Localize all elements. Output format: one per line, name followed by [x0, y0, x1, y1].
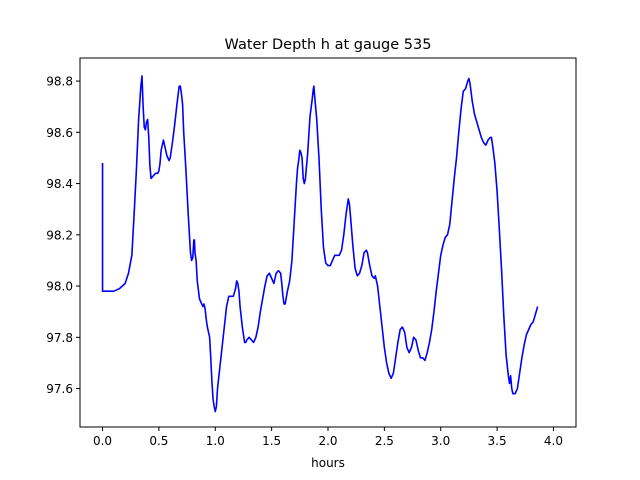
y-tick-label: 98.8 [46, 75, 73, 89]
x-tick-label: 3.5 [488, 434, 507, 448]
x-tick-label: 1.0 [206, 434, 225, 448]
x-tick-label: 1.5 [262, 434, 281, 448]
x-tick-label: 2.0 [318, 434, 337, 448]
y-tick-label: 98.2 [46, 228, 73, 242]
x-tick-label: 2.5 [375, 434, 394, 448]
axes-background [80, 58, 576, 427]
y-tick-label: 97.8 [46, 331, 73, 345]
data-layer [101, 75, 539, 413]
series-line-0 [101, 75, 539, 413]
x-tick-label: 4.0 [544, 434, 563, 448]
x-tick-label: 3.0 [431, 434, 450, 448]
y-tick-label: 98.0 [46, 280, 73, 294]
x-axis-label: hours [311, 456, 345, 470]
x-tick-label: 0.5 [149, 434, 168, 448]
plot-area [79, 57, 577, 428]
y-tick-label: 98.4 [46, 177, 73, 191]
chart-title: Water Depth h at gauge 535 [225, 37, 432, 53]
y-tick-label: 97.6 [46, 382, 73, 396]
y-axis-ticks: 97.6 97.8 98.0 98.2 98.4 98.6 98.8 [46, 75, 80, 396]
y-tick-label: 98.6 [46, 126, 73, 140]
x-tick-label: 0.0 [93, 434, 112, 448]
x-axis-ticks: 0.0 0.5 1.0 1.5 2.0 2.5 3.0 3.5 4.0 [93, 427, 563, 448]
